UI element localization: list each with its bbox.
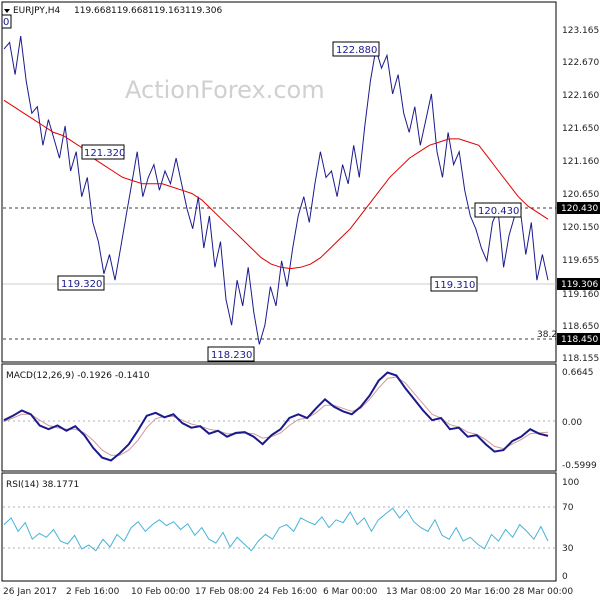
annotation-swing-low-label: 119.320 — [61, 279, 102, 290]
low-value: 119.163 — [148, 6, 185, 16]
time-tick: 26 Jan 2017 — [3, 587, 57, 597]
rsi-tick: 100 — [562, 478, 579, 488]
time-tick: 6 Mar 00:00 — [323, 587, 378, 597]
symbol-label: EURJPY,H4 — [13, 6, 61, 16]
time-tick: 10 Feb 00:00 — [131, 587, 190, 597]
macd-panel-frame — [1, 363, 557, 472]
annotation-box — [332, 41, 380, 57]
rsi-tick: 0 — [562, 572, 568, 582]
macd-series — [3, 371, 549, 462]
price-tick: 121.650 — [562, 124, 599, 134]
annotation-box — [207, 346, 255, 362]
price-panel-frame — [1, 1, 557, 363]
price-tick: 123.165 — [562, 26, 599, 36]
watermark: ActionForex.com — [125, 76, 325, 104]
annotation-box — [474, 202, 522, 218]
annotation-box — [1, 14, 12, 29]
macd-tick: 0.00 — [562, 418, 582, 428]
time-axis: 26 Jan 2017 2 Feb 16:00 10 Feb 00:00 17 … — [3, 587, 573, 597]
macd-signal-series — [3, 376, 549, 456]
open-value: 119.668 — [74, 6, 111, 16]
close-value: 119.306 — [185, 6, 222, 16]
time-tick: 20 Mar 16:00 — [450, 587, 510, 597]
price-box-current — [557, 278, 600, 290]
time-tick: 24 Feb 16:00 — [258, 587, 317, 597]
annotation-box — [81, 144, 125, 160]
rsi-tick: 70 — [562, 503, 574, 513]
price-tick: 122.160 — [562, 91, 599, 101]
price-box-level-b — [557, 333, 600, 345]
price-tick: 119.160 — [562, 290, 599, 300]
annotation-high-label: 122.880 — [336, 45, 377, 56]
annotation-start-label: 0 — [3, 17, 9, 28]
price-box-current-text: 119.306 — [561, 280, 598, 290]
rsi-tick: 30 — [562, 544, 574, 554]
rsi-axis: RSI(14) 38.1771 100 70 30 0 — [6, 478, 579, 582]
price-box-level-a — [557, 202, 600, 214]
annotation-swing-high-label: 121.320 — [84, 148, 125, 159]
price-tick: 119.655 — [562, 256, 599, 266]
price-box-level-b-text: 118.450 — [561, 335, 598, 345]
price-annotations: 0 122.880 121.320 119.320 118.230 120.43… — [1, 14, 557, 362]
time-tick: 28 Mar 00:00 — [513, 587, 573, 597]
price-tick: 120.150 — [562, 223, 599, 233]
rsi-title: RSI(14) 38.1771 — [6, 480, 79, 490]
annotation-box — [430, 276, 478, 292]
annotation-low-label: 118.230 — [211, 350, 252, 361]
annotation-recent-low-label: 119.310 — [434, 280, 475, 291]
rsi-series — [3, 507, 549, 552]
time-tick: 17 Feb 08:00 — [195, 587, 254, 597]
price-box-level-a-text: 120.430 — [561, 204, 598, 214]
price-tick: 118.650 — [562, 322, 599, 332]
macd-title: MACD(12,26,9) -0.1926 -0.1410 — [6, 371, 150, 381]
price-tick: 120.650 — [562, 190, 599, 200]
price-axis: 123.165 122.670 122.160 121.650 121.160 … — [557, 26, 600, 364]
time-tick: 13 Mar 08:00 — [386, 587, 446, 597]
annotation-recent-high-label: 120.430 — [478, 206, 519, 217]
fib-level-label: 38.2 — [537, 330, 557, 340]
price-tick: 122.670 — [562, 58, 599, 68]
high-value: 119.668 — [111, 6, 148, 16]
chevron-down-icon[interactable] — [4, 9, 10, 13]
price-series — [3, 36, 549, 345]
rsi-panel-frame — [1, 472, 557, 582]
chart-header: EURJPY,H4 119.668 119.668 119.163 119.30… — [4, 6, 222, 16]
time-tick: 2 Feb 16:00 — [66, 587, 120, 597]
price-tick: 121.160 — [562, 157, 599, 167]
annotation-box — [57, 275, 105, 291]
macd-tick: -0.5999 — [562, 461, 597, 471]
panel-frames — [1, 1, 557, 582]
price-tick: 118.155 — [562, 354, 599, 364]
macd-axis: MACD(12,26,9) -0.1926 -0.1410 0.6645 0.0… — [6, 368, 597, 471]
macd-tick: 0.6645 — [562, 368, 594, 378]
